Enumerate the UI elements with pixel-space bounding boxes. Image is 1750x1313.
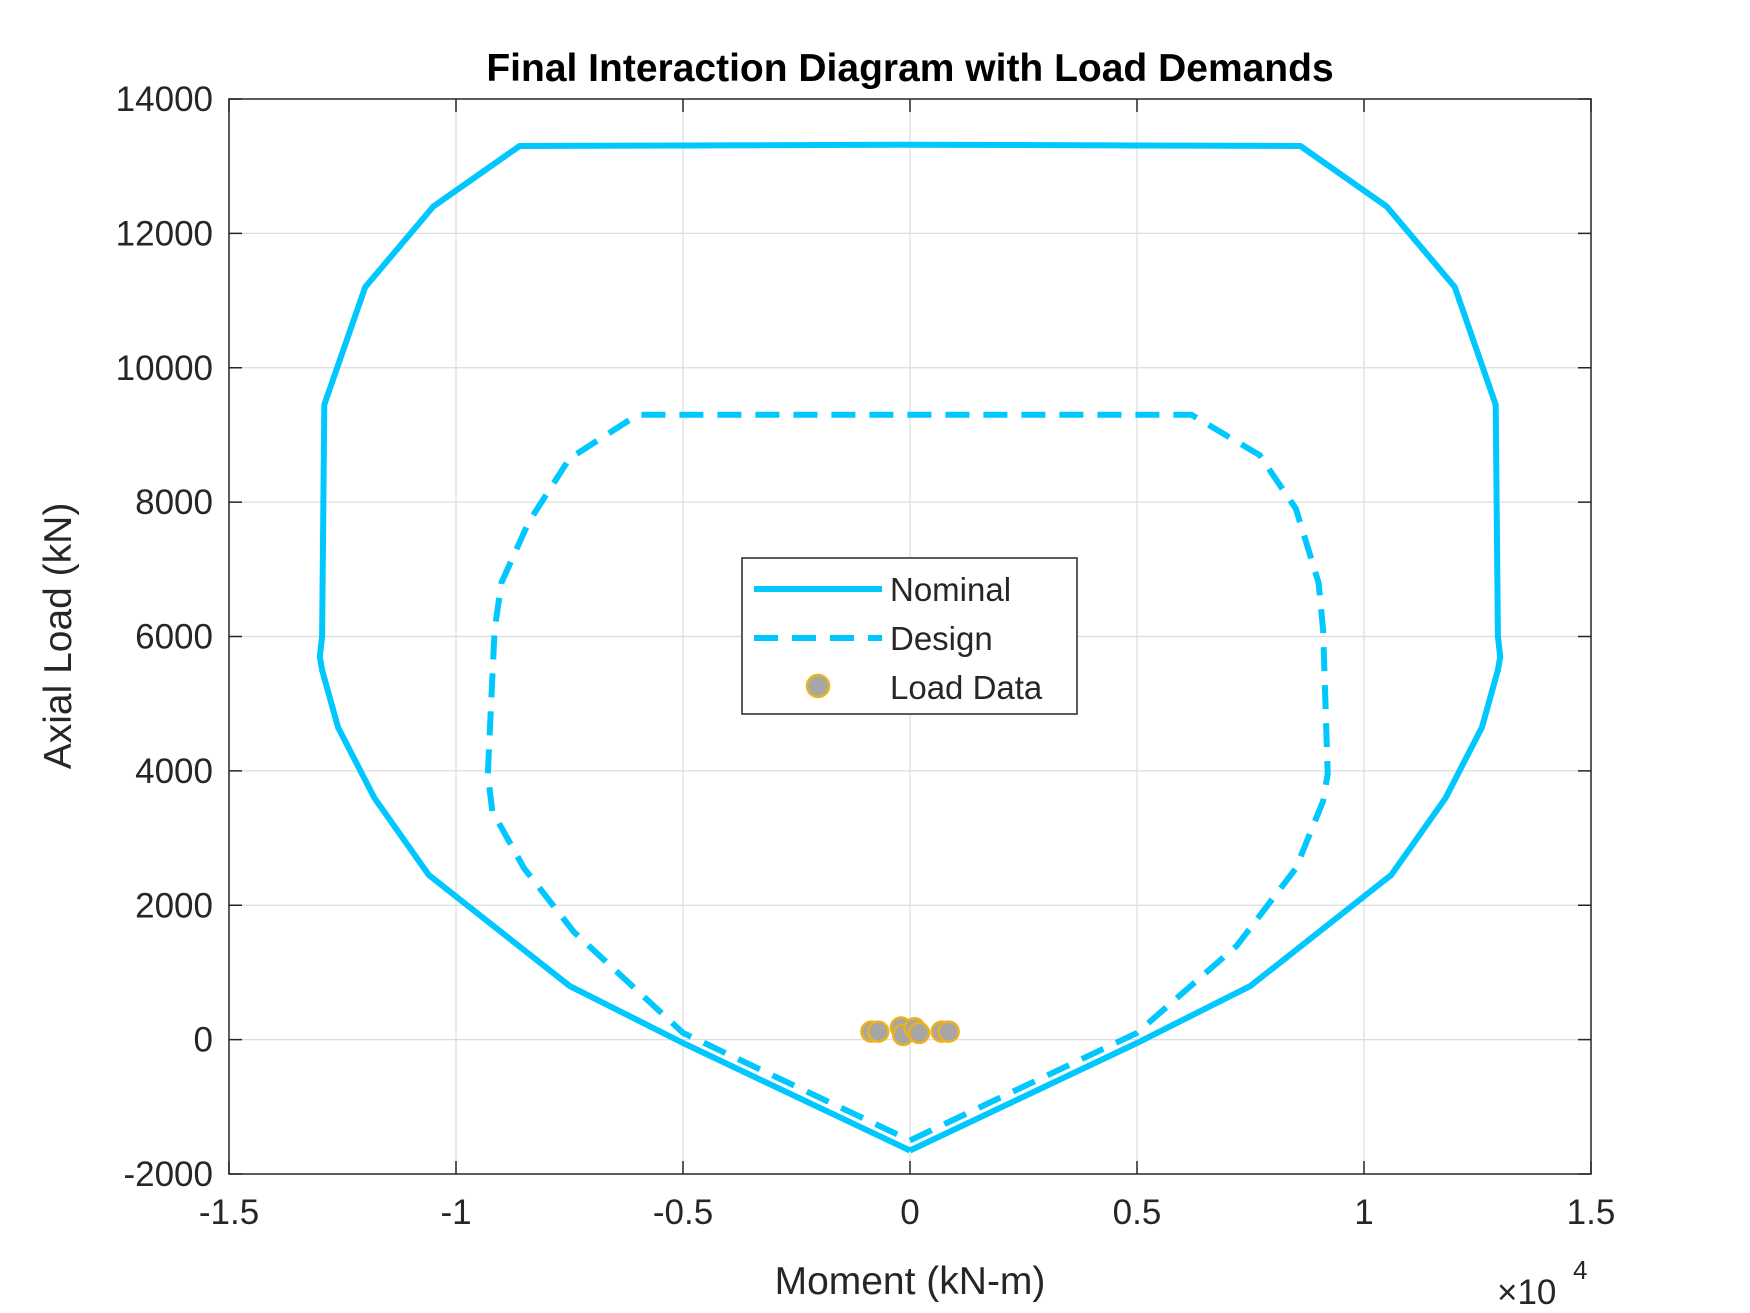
chart-title: Final Interaction Diagram with Load Dema…	[486, 47, 1333, 90]
grid-lines	[229, 99, 1591, 1174]
y-tick-label: 0	[194, 1021, 213, 1060]
y-tick-label: 14000	[116, 80, 213, 119]
legend-nominal-label: Nominal	[890, 571, 1011, 608]
load-data-point	[937, 1020, 960, 1043]
x-tick-label: 0	[900, 1193, 919, 1232]
y-tick-label: 10000	[116, 349, 213, 388]
legend: Nominal Design Load Data	[741, 557, 1078, 715]
load-data-points	[860, 1016, 960, 1047]
x-tick-label: -1.5	[199, 1193, 259, 1232]
load-data-point	[866, 1020, 890, 1043]
x-tick-label: 0.5	[1113, 1193, 1162, 1232]
y-tick-label: 4000	[135, 752, 213, 791]
nominal-curve	[316, 141, 1504, 1154]
x-tick-label: -1	[440, 1193, 471, 1232]
y-tick-label: 6000	[135, 618, 213, 657]
series-layer	[316, 141, 1504, 1154]
legend-load-data-swatch	[805, 673, 831, 699]
x-exponent-power: 4	[1573, 1255, 1587, 1285]
legend-box	[741, 557, 1078, 715]
x-axis-label: Moment (kN-m)	[775, 1260, 1046, 1303]
y-tick-label: -2000	[123, 1155, 213, 1194]
design-curve	[484, 411, 1331, 1144]
x-tick-label: -0.5	[653, 1193, 713, 1232]
tick-marks	[228, 98, 1592, 1175]
x-tick-label: 1	[1354, 1193, 1373, 1232]
y-tick-label: 8000	[135, 483, 213, 522]
x-exponent-label: ×10 4	[1497, 1255, 1587, 1312]
y-tick-label: 12000	[116, 214, 213, 253]
legend-design-label: Design	[890, 620, 993, 657]
y-axis-label: Axial Load (kN)	[37, 503, 80, 770]
x-exponent-base: ×10	[1497, 1273, 1556, 1312]
x-tick-label: 1.5	[1567, 1193, 1616, 1232]
y-tick-label: 2000	[135, 886, 213, 925]
load-data-point	[907, 1021, 931, 1045]
tick-labels: -1.5 -1 -0.5 0 0.5 1 1.5 -2000 0 2000 4000 6000 8000…	[116, 80, 1616, 1232]
legend-load-data-label: Load Data	[890, 669, 1043, 706]
